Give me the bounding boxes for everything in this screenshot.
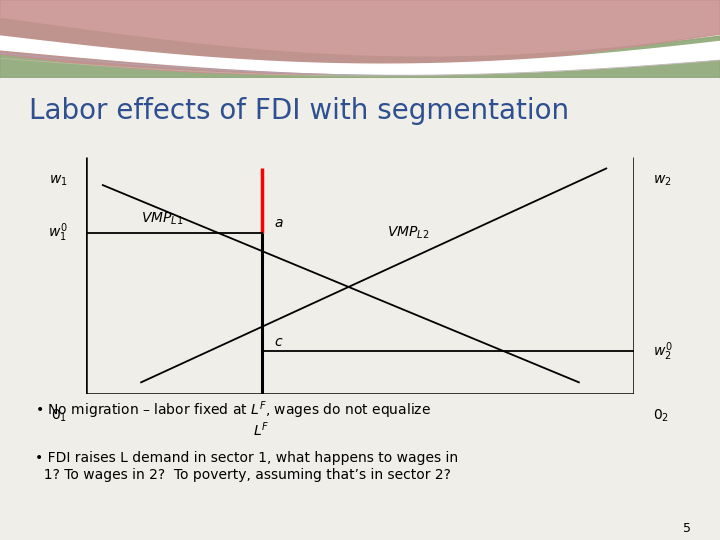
Text: $0_1$: $0_1$	[51, 407, 67, 424]
Text: $L^F$: $L^F$	[253, 420, 270, 439]
Text: $w_2$: $w_2$	[653, 173, 671, 187]
Text: $VMP_{L1}$: $VMP_{L1}$	[141, 210, 184, 227]
Text: • No migration – labor fixed at $L^F$, wages do not equalize: • No migration – labor fixed at $L^F$, w…	[35, 400, 431, 421]
Text: $w_1$: $w_1$	[49, 173, 67, 187]
Text: $w_1^0$: $w_1^0$	[48, 221, 67, 244]
Text: Labor effects of FDI with segmentation: Labor effects of FDI with segmentation	[29, 97, 569, 125]
Text: $w_2^0$: $w_2^0$	[653, 340, 672, 363]
Text: $VMP_{L2}$: $VMP_{L2}$	[387, 225, 430, 241]
Text: 5: 5	[683, 522, 691, 535]
Text: $0_2$: $0_2$	[653, 407, 669, 424]
Text: $c$: $c$	[274, 335, 283, 349]
Text: • FDI raises L demand in sector 1, what happens to wages in
  1? To wages in 2? : • FDI raises L demand in sector 1, what …	[35, 451, 459, 482]
Text: $a$: $a$	[274, 216, 283, 230]
